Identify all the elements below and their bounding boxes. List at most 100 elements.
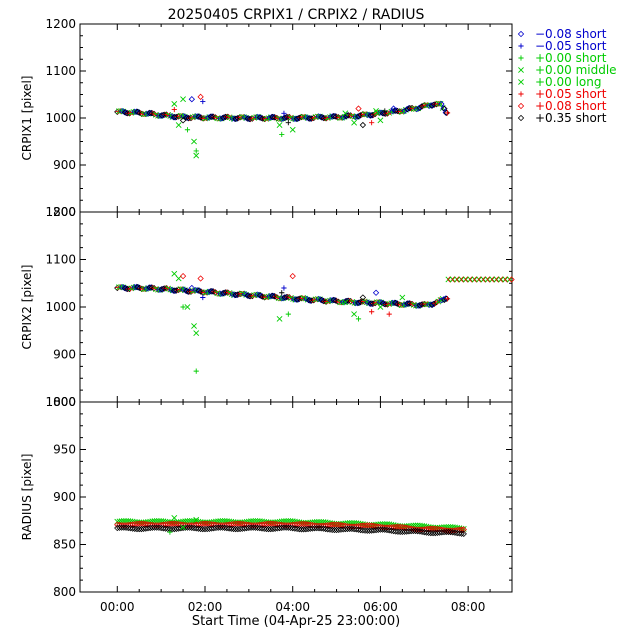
data-point — [421, 529, 428, 536]
data-point — [186, 524, 193, 531]
data-point — [296, 525, 303, 533]
data-point — [359, 111, 367, 118]
data-point — [200, 98, 206, 105]
data-point — [228, 525, 235, 532]
data-point — [348, 525, 356, 533]
data-point — [359, 527, 367, 534]
data-point — [175, 521, 182, 528]
data-point — [443, 295, 450, 302]
x-tick-label: 02:00 — [188, 600, 223, 614]
data-point — [200, 294, 206, 301]
y-tick-label: 800 — [53, 585, 76, 599]
panel-crpix1: 800 900 1000 1100 1200 CRPIX1 [pixel] — [20, 17, 513, 219]
data-point — [124, 110, 131, 117]
data-point — [244, 115, 252, 122]
data-point — [447, 528, 454, 536]
legend-label: +0.00 long — [535, 75, 602, 89]
data-point — [342, 299, 349, 306]
legend: −0.08 short−0.05 short+0.00 short+0.00 m… — [517, 27, 617, 125]
data-point — [197, 93, 204, 101]
data-point — [223, 524, 231, 532]
data-point — [184, 524, 191, 531]
data-point — [489, 276, 496, 283]
data-point — [146, 109, 153, 117]
data-point — [339, 522, 347, 529]
data-point — [190, 524, 198, 532]
data-point — [346, 525, 353, 533]
y-tick-label: 1000 — [45, 111, 76, 125]
data-point — [285, 311, 291, 317]
data-point — [427, 529, 435, 537]
x-tick-label: 08:00 — [451, 600, 486, 614]
data-point — [361, 527, 369, 534]
y-tick-label: 1200 — [45, 205, 76, 219]
data-point — [432, 525, 439, 533]
data-point — [171, 514, 178, 521]
data-point — [456, 530, 463, 537]
plot-frame — [79, 211, 513, 403]
x-axis: 00:00 02:00 04:00 06:00 08:00 — [100, 600, 485, 614]
data-point — [418, 528, 426, 535]
data-point — [265, 525, 272, 533]
data-point — [118, 524, 125, 531]
data-point — [331, 526, 338, 534]
data-point — [318, 525, 325, 532]
data-point — [241, 521, 248, 528]
data-point — [458, 530, 465, 537]
data-point — [414, 527, 421, 535]
data-point — [179, 117, 187, 124]
data-point — [359, 298, 367, 305]
data-point — [120, 524, 128, 531]
data-point — [185, 288, 192, 295]
data-point — [401, 524, 408, 531]
data-point — [222, 289, 229, 296]
data-point — [282, 524, 290, 531]
data-point — [175, 275, 182, 282]
data-point — [133, 525, 141, 533]
data-point — [421, 300, 428, 308]
data-point — [131, 525, 138, 533]
data-point — [386, 311, 392, 317]
data-point — [440, 528, 448, 536]
data-point — [217, 524, 224, 531]
data-point — [175, 122, 182, 128]
data-point — [423, 529, 430, 536]
data-point — [160, 525, 167, 532]
data-point — [320, 525, 327, 532]
data-point — [179, 272, 187, 280]
data-point — [460, 526, 467, 533]
data-point — [370, 522, 378, 530]
data-point — [269, 113, 276, 121]
data-point — [354, 299, 361, 307]
data-point — [342, 525, 349, 533]
data-point — [330, 112, 338, 120]
data-point — [463, 276, 469, 283]
data-point — [167, 529, 173, 535]
data-point — [188, 524, 196, 531]
data-point — [451, 529, 459, 536]
legend-label: +0.00 middle — [535, 63, 617, 77]
data-point — [351, 119, 358, 126]
data-point — [425, 529, 432, 537]
x-tick-label: 00:00 — [100, 600, 135, 614]
data-point — [197, 275, 204, 282]
data-point — [431, 300, 438, 307]
data-point — [369, 111, 377, 119]
data-point — [254, 524, 261, 532]
data-point — [136, 525, 143, 533]
data-point — [412, 527, 419, 535]
x-axis-label: Start Time (04-Apr-25 23:00:00) — [192, 614, 400, 629]
data-point — [449, 276, 456, 283]
data-point — [460, 530, 467, 538]
data-point — [392, 528, 399, 535]
legend-symbol — [517, 114, 525, 122]
legend-label: +0.08 short — [535, 99, 607, 113]
data-point — [245, 524, 253, 532]
data-point — [342, 110, 349, 117]
data-point — [377, 117, 384, 124]
data-point — [386, 527, 393, 534]
data-point — [382, 108, 388, 114]
data-point — [369, 309, 375, 315]
data-point — [276, 122, 283, 128]
data-point — [304, 521, 312, 528]
